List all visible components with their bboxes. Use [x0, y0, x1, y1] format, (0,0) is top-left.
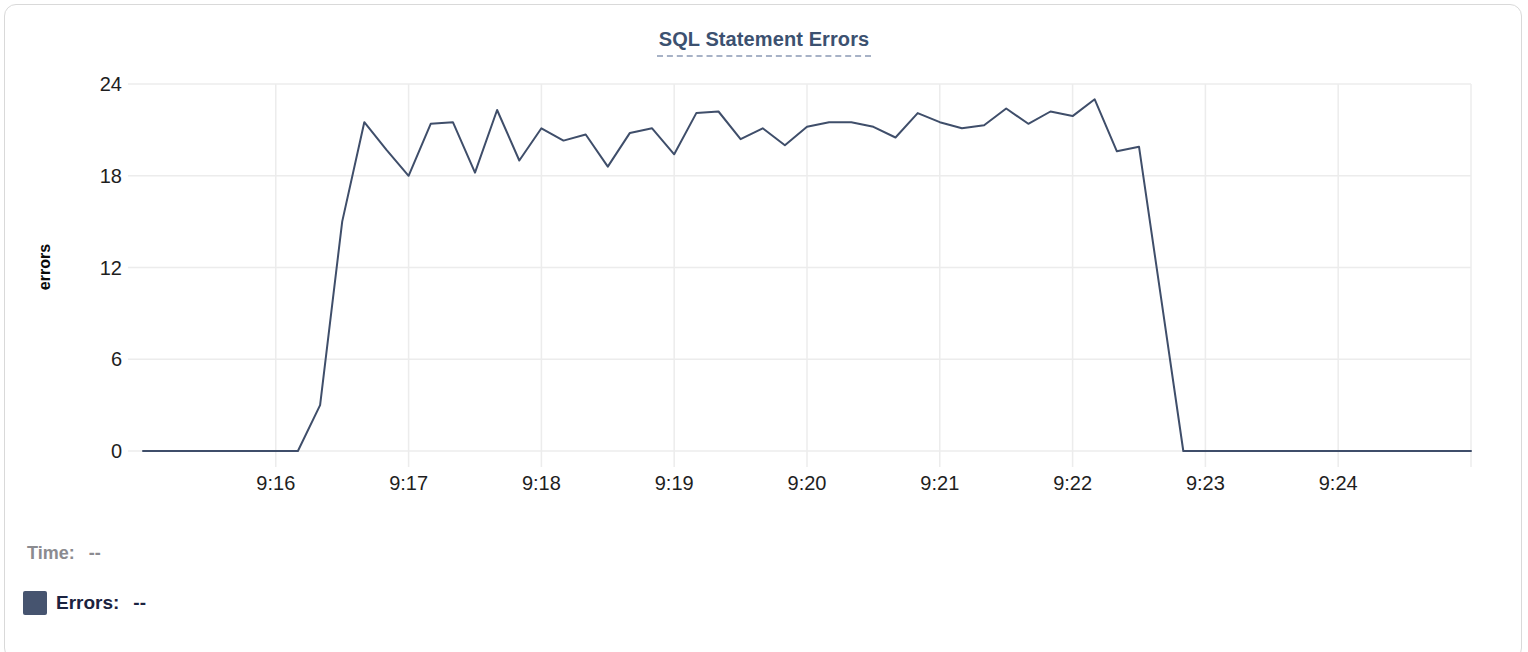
x-tick-label: 9:16: [256, 472, 295, 494]
y-tick-label: 6: [111, 348, 122, 370]
x-tick-label: 9:17: [389, 472, 428, 494]
x-tick-label: 9:24: [1319, 472, 1358, 494]
y-tick-label: 0: [111, 440, 122, 462]
legend-errors-row: Errors: --: [23, 591, 146, 615]
y-tick-label: 18: [100, 165, 122, 187]
y-axis-name: errors: [36, 244, 53, 290]
x-tick-label: 9:23: [1186, 472, 1225, 494]
x-tick-label: 9:19: [655, 472, 694, 494]
chart-header: SQL Statement Errors: [0, 28, 1528, 57]
time-value: --: [89, 543, 101, 564]
errors-series-swatch: [23, 591, 47, 615]
y-tick-label: 12: [100, 257, 122, 279]
errors-value: --: [133, 592, 146, 614]
time-label: Time:: [27, 543, 75, 564]
x-tick-label: 9:21: [920, 472, 959, 494]
tooltip-time-row: Time: --: [27, 543, 101, 564]
sql-errors-chart[interactable]: 0 6 12 18 24 9:16 9:17 9:18 9:19 9:20 9:21 9:22 9:23…: [0, 0, 1528, 652]
x-tick-label: 9:20: [788, 472, 827, 494]
x-tick-label: 9:18: [522, 472, 561, 494]
errors-label: Errors:: [56, 592, 119, 614]
chart-title[interactable]: SQL Statement Errors: [657, 28, 872, 57]
y-tick-label: 24: [100, 73, 122, 95]
x-tick-label: 9:22: [1053, 472, 1092, 494]
